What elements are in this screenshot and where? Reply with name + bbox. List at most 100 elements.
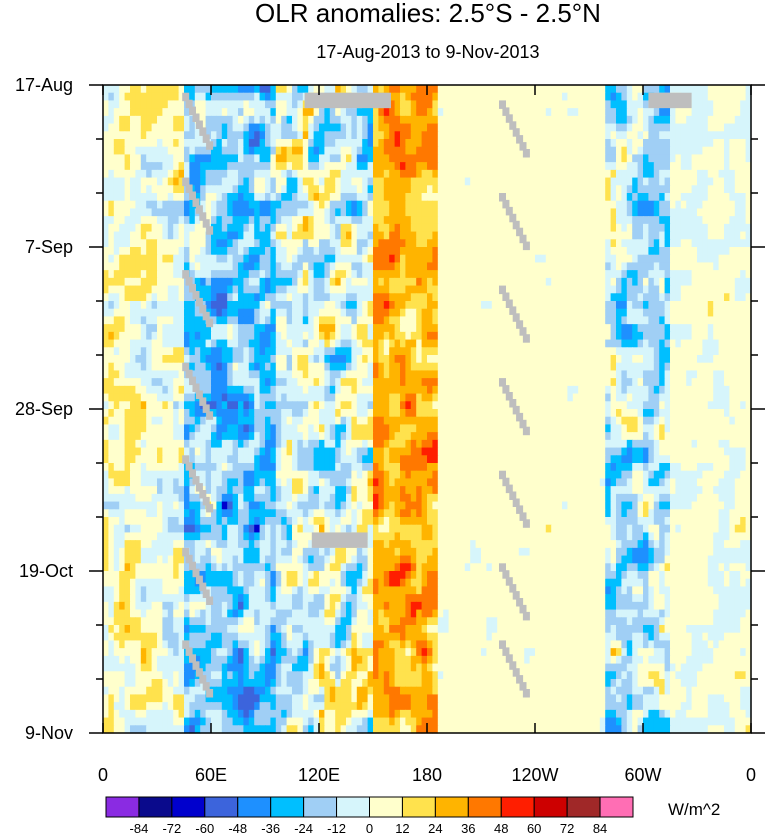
heatmap-cell xyxy=(421,316,428,325)
heatmap-cell xyxy=(470,231,477,240)
heatmap-cell xyxy=(135,301,142,310)
heatmap-cell xyxy=(184,231,190,240)
heatmap-cell xyxy=(535,355,541,364)
heatmap-cell xyxy=(610,115,617,125)
heatmap-cell xyxy=(211,308,217,318)
heatmap-cell xyxy=(389,378,396,387)
heatmap-cell xyxy=(529,200,536,210)
heatmap-cell xyxy=(103,177,109,186)
heatmap-cell xyxy=(340,208,347,217)
heatmap-cell xyxy=(302,393,309,402)
heatmap-cell xyxy=(373,154,379,163)
heatmap-cell xyxy=(243,347,250,356)
heatmap-cell xyxy=(443,362,450,372)
heatmap-cell xyxy=(173,355,180,364)
heatmap-cell xyxy=(691,324,698,333)
heatmap-cell xyxy=(626,216,633,225)
heatmap-cell xyxy=(448,154,455,163)
heatmap-cell xyxy=(184,254,190,264)
heatmap-cell xyxy=(389,316,396,325)
heatmap-cell xyxy=(211,139,217,148)
heatmap-cell xyxy=(686,262,693,271)
heatmap-cell xyxy=(648,193,655,202)
heatmap-cell xyxy=(329,385,336,395)
heatmap-cell xyxy=(508,185,514,194)
heatmap-cell xyxy=(734,262,741,271)
heatmap-cell xyxy=(653,355,660,364)
heatmap-cell xyxy=(702,355,709,364)
heatmap-cell xyxy=(475,339,482,348)
heatmap-cell xyxy=(599,285,606,294)
heatmap-cell xyxy=(664,362,671,372)
heatmap-cell xyxy=(659,270,666,279)
heatmap-cell xyxy=(459,146,466,156)
heatmap-cell xyxy=(599,115,606,125)
heatmap-cell xyxy=(232,231,239,240)
heatmap-cell xyxy=(216,385,223,395)
heatmap-cell xyxy=(275,123,282,132)
heatmap-cell xyxy=(740,347,747,356)
heatmap-cell xyxy=(108,293,115,302)
heatmap-cell xyxy=(659,277,666,287)
heatmap-cell xyxy=(130,162,136,171)
heatmap-cell xyxy=(448,131,455,140)
heatmap-cell xyxy=(281,177,288,186)
heatmap-cell xyxy=(286,131,293,140)
heatmap-cell xyxy=(275,262,282,271)
heatmap-cell xyxy=(653,347,660,356)
heatmap-cell xyxy=(313,401,320,410)
heatmap-cell xyxy=(270,123,277,132)
heatmap-cell xyxy=(367,208,374,217)
heatmap-cell xyxy=(189,393,196,402)
heatmap-cell xyxy=(535,393,541,402)
heatmap-cell xyxy=(113,123,120,132)
heatmap-cell xyxy=(740,154,747,163)
heatmap-cell xyxy=(146,115,153,125)
heatmap-cell xyxy=(556,123,563,132)
heatmap-cell xyxy=(648,146,655,156)
heatmap-cell xyxy=(724,100,730,109)
heatmap-cell xyxy=(221,301,228,310)
heatmap-cell xyxy=(464,378,471,387)
heatmap-cell xyxy=(459,262,466,271)
heatmap-cell xyxy=(643,331,649,341)
heatmap-cell xyxy=(724,316,730,325)
heatmap-cell xyxy=(535,216,541,225)
heatmap-cell xyxy=(270,347,277,356)
heatmap-cell xyxy=(448,162,455,171)
heatmap-cell xyxy=(491,270,498,279)
heatmap-cell xyxy=(292,393,298,402)
heatmap-cell xyxy=(238,177,244,186)
heatmap-cell xyxy=(221,270,228,279)
heatmap-cell xyxy=(632,239,639,248)
heatmap-cell xyxy=(486,401,493,410)
heatmap-cell xyxy=(454,208,460,217)
heatmap-cell xyxy=(238,131,244,140)
heatmap-cell xyxy=(140,270,147,279)
heatmap-cell xyxy=(583,285,590,294)
heatmap-cell xyxy=(524,270,531,279)
heatmap-cell xyxy=(621,254,628,264)
heatmap-cell xyxy=(470,370,477,379)
heatmap-cell xyxy=(745,301,752,310)
heatmap-cell xyxy=(632,162,639,171)
heatmap-cell xyxy=(151,108,158,117)
heatmap-cell xyxy=(113,200,120,210)
heatmap-cell xyxy=(659,301,666,310)
heatmap-cell xyxy=(313,355,320,364)
heatmap-cell xyxy=(113,85,120,94)
heatmap-cell xyxy=(448,378,455,387)
heatmap-cell xyxy=(605,370,612,379)
heatmap-cell xyxy=(265,331,271,341)
heatmap-cell xyxy=(648,347,655,356)
heatmap-cell xyxy=(302,401,309,410)
heatmap-cell xyxy=(464,331,471,341)
heatmap-cell xyxy=(508,154,514,163)
heatmap-cell xyxy=(362,355,369,364)
heatmap-cell xyxy=(151,169,158,179)
heatmap-cell xyxy=(200,193,207,202)
heatmap-cell xyxy=(113,355,120,364)
heatmap-cell xyxy=(481,355,487,364)
heatmap-cell xyxy=(313,131,320,140)
heatmap-cell xyxy=(659,177,666,186)
